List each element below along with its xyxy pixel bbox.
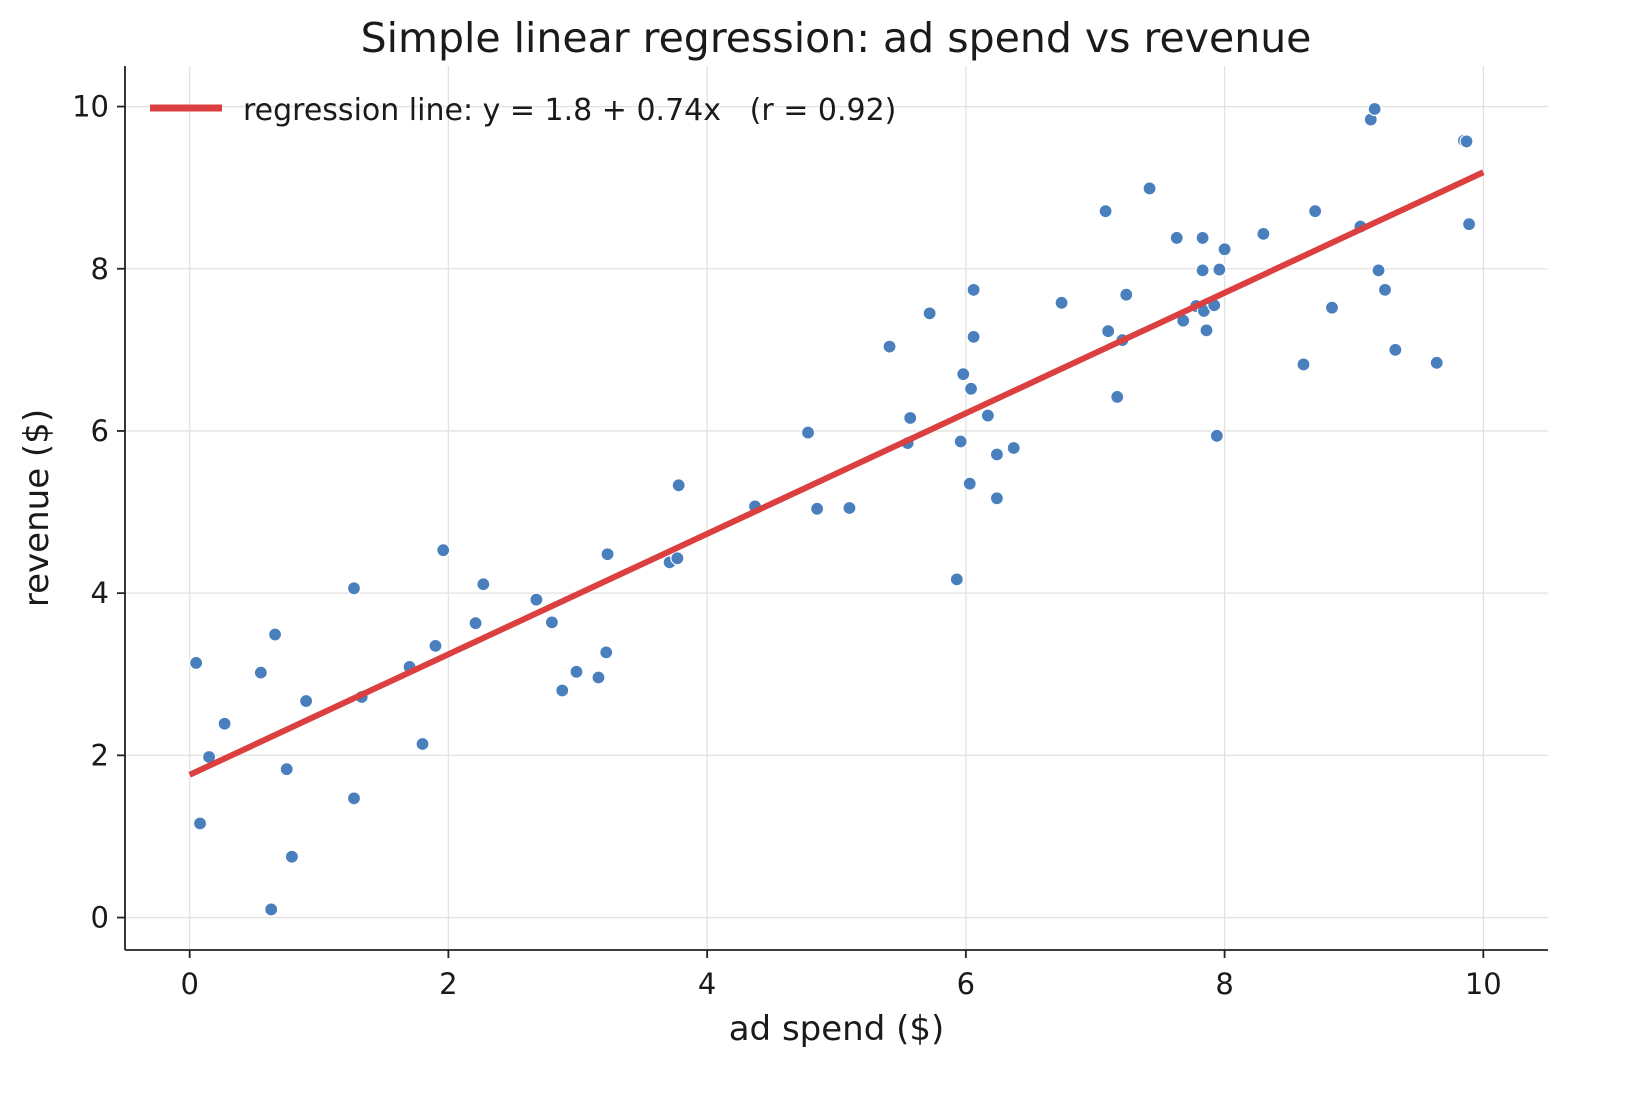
data-point xyxy=(1142,181,1157,196)
data-point xyxy=(882,339,897,354)
chart-title: Simple linear regression: ad spend vs re… xyxy=(361,14,1312,62)
data-point xyxy=(1459,134,1474,149)
axis-ticks: 0 2 4 6 8 10 0 2 4 6 8 10 xyxy=(72,90,1502,1001)
data-point xyxy=(436,543,451,558)
data-point xyxy=(1169,230,1184,246)
x-tick-label: 2 xyxy=(439,967,457,1001)
data-point xyxy=(279,762,294,777)
y-tick-label: 8 xyxy=(91,252,109,286)
data-point xyxy=(468,616,483,631)
data-point xyxy=(1098,204,1113,219)
data-point xyxy=(1388,342,1403,357)
data-point xyxy=(1006,440,1021,456)
data-point xyxy=(529,592,544,607)
regression-line xyxy=(188,169,1485,778)
data-point xyxy=(1199,323,1214,338)
grid-lines xyxy=(125,66,1548,950)
scatter-points xyxy=(189,101,1477,917)
data-point xyxy=(1054,295,1069,310)
data-point xyxy=(192,816,208,831)
axes xyxy=(124,66,1548,951)
y-tick-label: 0 xyxy=(91,901,109,935)
data-point xyxy=(1110,389,1125,404)
y-tick-label: 2 xyxy=(91,738,109,772)
data-point xyxy=(217,716,232,731)
data-point xyxy=(346,791,362,806)
x-tick-label: 4 xyxy=(698,967,716,1001)
data-point xyxy=(963,381,979,396)
x-tick-label: 10 xyxy=(1465,967,1502,1001)
data-point xyxy=(842,500,857,516)
data-point xyxy=(670,551,685,566)
data-point xyxy=(966,282,981,297)
data-point xyxy=(415,736,430,752)
x-tick-label: 8 xyxy=(1215,967,1233,1001)
data-point xyxy=(800,425,816,440)
data-point xyxy=(299,693,314,709)
data-point xyxy=(253,665,268,680)
data-point xyxy=(922,306,937,321)
data-point xyxy=(1212,262,1227,277)
data-point xyxy=(267,627,283,642)
data-point xyxy=(591,670,606,685)
data-point xyxy=(1371,263,1386,278)
data-point xyxy=(962,476,977,491)
data-point xyxy=(966,329,981,344)
data-point xyxy=(1119,287,1134,302)
y-tick-label: 10 xyxy=(72,90,109,124)
x-tick-label: 6 xyxy=(957,967,975,1001)
data-point xyxy=(476,577,491,592)
regression-line-layer xyxy=(188,169,1485,778)
data-point xyxy=(1256,226,1271,241)
x-tick-label: 0 xyxy=(180,967,198,1001)
data-point xyxy=(1429,355,1444,370)
data-point xyxy=(809,501,825,516)
data-point xyxy=(980,408,995,423)
data-point xyxy=(1195,263,1210,278)
legend-label-regression-line: regression line: y = 1.8 + 0.74x (r = 0.… xyxy=(243,93,896,128)
data-point xyxy=(1461,217,1477,232)
data-point xyxy=(956,367,971,382)
data-point xyxy=(953,434,968,449)
data-point xyxy=(1209,428,1224,443)
data-point xyxy=(1324,300,1340,315)
data-point xyxy=(544,615,560,630)
data-point xyxy=(1308,204,1323,219)
data-point xyxy=(903,410,918,426)
y-tick-label: 6 xyxy=(91,414,109,448)
data-point xyxy=(428,638,443,653)
data-point xyxy=(600,547,615,562)
x-axis-label: ad spend ($) xyxy=(729,1009,945,1049)
data-point xyxy=(671,478,686,493)
data-point xyxy=(1217,242,1232,257)
y-axis-label: revenue ($) xyxy=(17,409,57,607)
data-point xyxy=(555,683,570,698)
data-point xyxy=(346,581,362,596)
data-point xyxy=(989,491,1005,506)
data-point xyxy=(599,645,614,660)
data-point xyxy=(1296,357,1311,372)
data-point xyxy=(989,447,1005,462)
data-point xyxy=(189,655,204,671)
data-point xyxy=(1101,324,1116,339)
data-point xyxy=(949,572,964,587)
y-tick-label: 4 xyxy=(91,576,109,610)
data-point xyxy=(284,849,299,864)
data-point xyxy=(1377,282,1393,297)
data-point xyxy=(264,902,279,917)
legend: regression line: y = 1.8 + 0.74x (r = 0.… xyxy=(150,93,896,128)
data-point xyxy=(1367,101,1382,117)
data-point xyxy=(1195,230,1210,246)
data-point xyxy=(569,664,584,679)
